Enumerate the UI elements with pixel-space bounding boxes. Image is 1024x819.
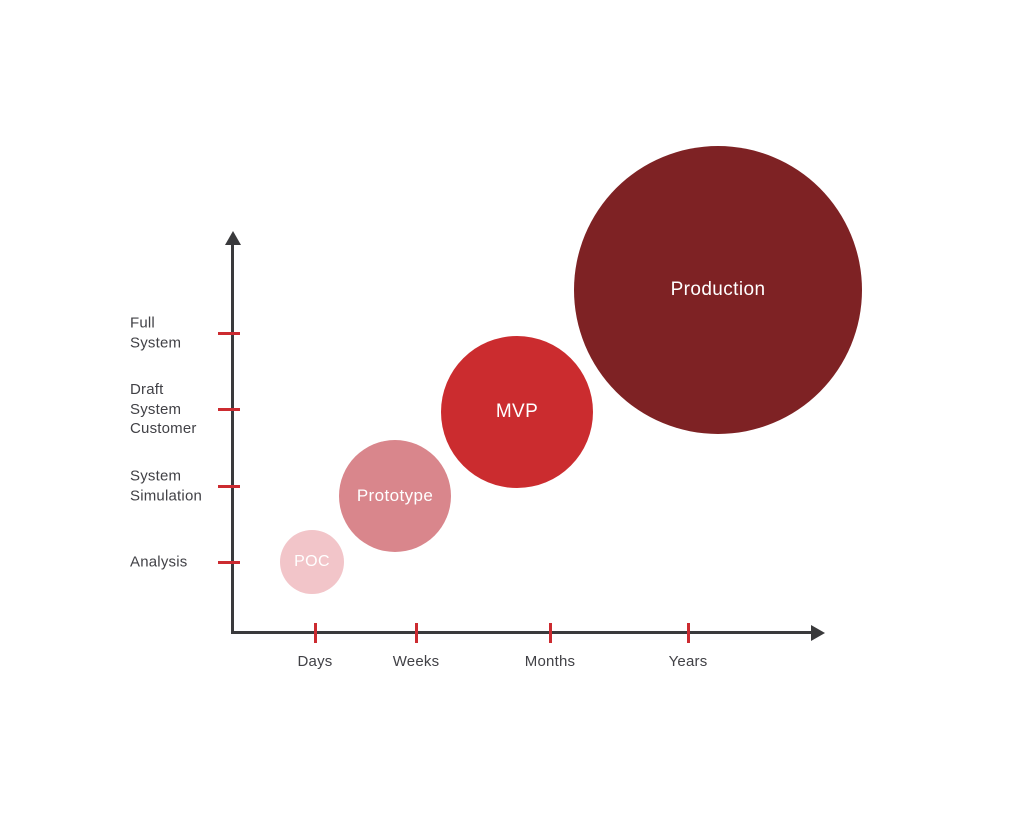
bubble-mvp: MVP [441, 336, 593, 488]
bubble-production: Production [574, 146, 862, 434]
bubble-prototype-label: Prototype [356, 486, 434, 505]
x-axis-arrow-icon [811, 624, 825, 641]
x-axis-label-days: Days [297, 653, 333, 670]
bubble-poc-label: POC [294, 553, 330, 570]
x-axis-tick-months [549, 623, 552, 643]
x-axis-line [231, 631, 812, 634]
bubble-production-label: Production [670, 279, 766, 300]
y-axis-tick-system-simulation [218, 485, 240, 488]
bubble-poc: POC [280, 530, 344, 594]
y-axis-arrow-icon [225, 231, 241, 245]
y-axis-tick-analysis [218, 561, 240, 564]
x-axis-label-years: Years [668, 653, 708, 670]
bubble-mvp-label: MVP [495, 401, 539, 422]
x-axis-label-weeks: Weeks [392, 653, 440, 670]
y-axis-label-analysis: Analysis [130, 553, 188, 571]
y-axis-label-system-simulation: System Simulation [130, 467, 203, 505]
x-axis-label-months: Months [524, 653, 576, 670]
y-axis-line [231, 243, 234, 634]
bubble-prototype: Prototype [339, 440, 451, 552]
x-axis-tick-weeks [415, 623, 418, 643]
x-axis-tick-days [314, 623, 317, 643]
x-axis-tick-years [687, 623, 690, 643]
y-axis-label-full-system: Full System [130, 314, 182, 352]
y-axis-label-draft-system-customer: Draft System Customer [130, 380, 197, 437]
y-axis-tick-draft-system-customer [218, 408, 240, 411]
y-axis-tick-full-system [218, 332, 240, 335]
